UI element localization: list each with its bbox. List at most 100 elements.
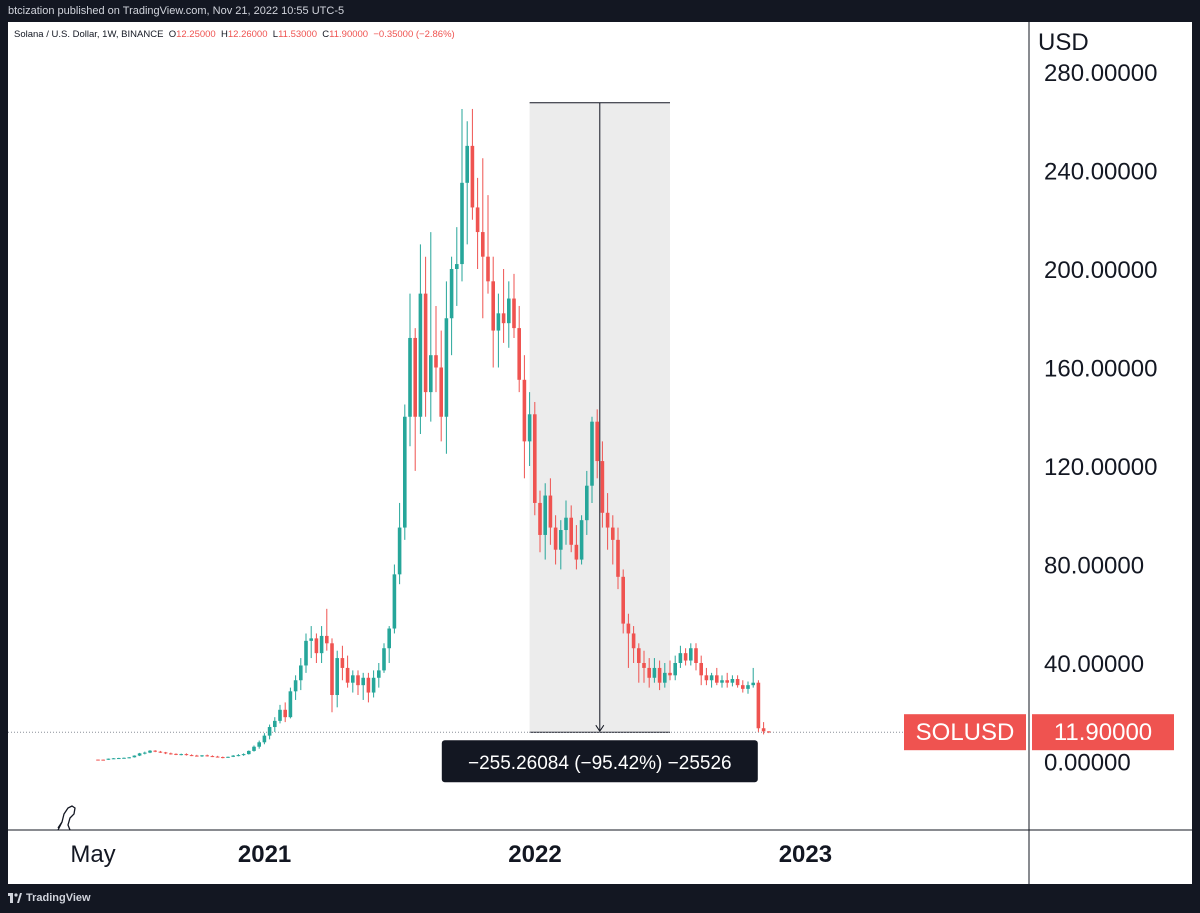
candle-up[interactable] [663, 672, 667, 683]
candle-up[interactable] [585, 485, 589, 521]
candle-up[interactable] [148, 750, 152, 753]
candle-down[interactable] [569, 517, 573, 545]
candle-up[interactable] [257, 742, 261, 747]
candle-down[interactable] [626, 623, 631, 634]
candle-up[interactable] [444, 318, 449, 417]
candle-down[interactable] [153, 750, 157, 752]
candle-up[interactable] [288, 691, 293, 718]
candle-up[interactable] [709, 675, 714, 681]
candle-up[interactable] [720, 680, 724, 683]
candle-down[interactable] [169, 753, 173, 755]
candle-up[interactable] [382, 648, 386, 671]
candle-up[interactable] [418, 293, 423, 417]
candle-down[interactable] [694, 648, 698, 663]
candle-down[interactable] [481, 232, 485, 257]
candle-up[interactable] [392, 574, 397, 629]
candle-up[interactable] [241, 754, 246, 756]
candle-down[interactable] [621, 576, 625, 624]
candle-up[interactable] [304, 640, 308, 666]
candle-down[interactable] [631, 633, 636, 649]
candle-down[interactable] [163, 752, 168, 754]
candle-down[interactable] [741, 685, 745, 689]
candle-up[interactable] [262, 735, 267, 743]
candle-up[interactable] [673, 663, 677, 676]
candle-down[interactable] [699, 663, 703, 676]
candle-up[interactable] [252, 746, 256, 751]
candle-down[interactable] [637, 648, 641, 663]
candle-down[interactable] [704, 675, 709, 681]
candle-down[interactable] [314, 638, 319, 654]
candle-down[interactable] [189, 755, 194, 757]
candle-down[interactable] [657, 667, 662, 683]
candle-down[interactable] [756, 682, 761, 729]
candle-down[interactable] [553, 527, 558, 550]
candle-up[interactable] [309, 638, 313, 641]
candle-up[interactable] [377, 670, 381, 678]
candle-up[interactable] [231, 755, 235, 757]
candle-down[interactable] [101, 759, 105, 761]
candle-up[interactable] [371, 677, 376, 693]
candle-down[interactable] [221, 757, 225, 759]
candle-up[interactable] [351, 675, 355, 683]
candle-up[interactable] [403, 416, 407, 528]
candle-up[interactable] [579, 520, 584, 560]
candle-down[interactable] [642, 663, 646, 668]
candle-down[interactable] [715, 675, 719, 683]
candle-up[interactable] [408, 337, 412, 417]
candle-up[interactable] [543, 495, 547, 535]
candle-down[interactable] [330, 643, 334, 696]
candle-up[interactable] [507, 298, 511, 324]
candle-up[interactable] [226, 756, 230, 758]
candle-up[interactable] [590, 421, 594, 486]
candle-up[interactable] [293, 680, 298, 692]
candle-up[interactable] [236, 755, 241, 757]
candle-down[interactable] [491, 281, 495, 331]
candle-up[interactable] [137, 753, 142, 756]
candle-down[interactable] [548, 495, 553, 528]
candle-down[interactable] [595, 421, 599, 462]
candle-down[interactable] [647, 667, 651, 678]
candle-down[interactable] [512, 298, 516, 329]
candle-up[interactable] [449, 269, 454, 319]
candle-up[interactable] [387, 628, 391, 649]
candle-up[interactable] [564, 517, 568, 531]
candle-up[interactable] [465, 145, 469, 183]
candle-down[interactable] [475, 207, 480, 233]
candle-down[interactable] [761, 728, 766, 732]
candle-up[interactable] [361, 677, 365, 686]
candle-up[interactable] [689, 648, 693, 661]
candle-down[interactable] [215, 756, 220, 758]
candle-down[interactable] [205, 755, 209, 757]
candle-up[interactable] [527, 414, 532, 442]
candle-down[interactable] [522, 379, 527, 442]
candle-up[interactable] [429, 355, 433, 393]
candle-up[interactable] [319, 635, 324, 654]
candle-down[interactable] [439, 367, 443, 417]
candle-down[interactable] [735, 679, 740, 686]
candle-down[interactable] [96, 759, 100, 761]
candle-up[interactable] [460, 182, 464, 265]
candle-down[interactable] [174, 753, 178, 755]
candle-down[interactable] [434, 355, 438, 368]
candle-up[interactable] [117, 758, 121, 760]
candle-up[interactable] [496, 313, 501, 331]
candle-up[interactable] [132, 755, 137, 758]
candle-down[interactable] [366, 677, 371, 693]
candle-up[interactable] [127, 757, 131, 759]
candle-down[interactable] [605, 512, 610, 528]
candle-up[interactable] [106, 758, 111, 760]
candle-up[interactable] [746, 685, 750, 689]
candle-up[interactable] [122, 757, 126, 759]
candle-down[interactable] [184, 754, 189, 756]
candle-down[interactable] [668, 672, 672, 676]
candle-up[interactable] [455, 264, 459, 269]
candle-down[interactable] [195, 755, 199, 757]
candle-down[interactable] [517, 328, 521, 380]
candle-up[interactable] [247, 750, 251, 755]
candle-up[interactable] [299, 665, 303, 681]
candle-up[interactable] [278, 709, 282, 721]
candle-up[interactable] [267, 727, 272, 736]
candle-up[interactable] [652, 667, 657, 678]
tradingview-logo[interactable]: TradingView [8, 892, 91, 904]
candle-down[interactable] [158, 751, 163, 753]
